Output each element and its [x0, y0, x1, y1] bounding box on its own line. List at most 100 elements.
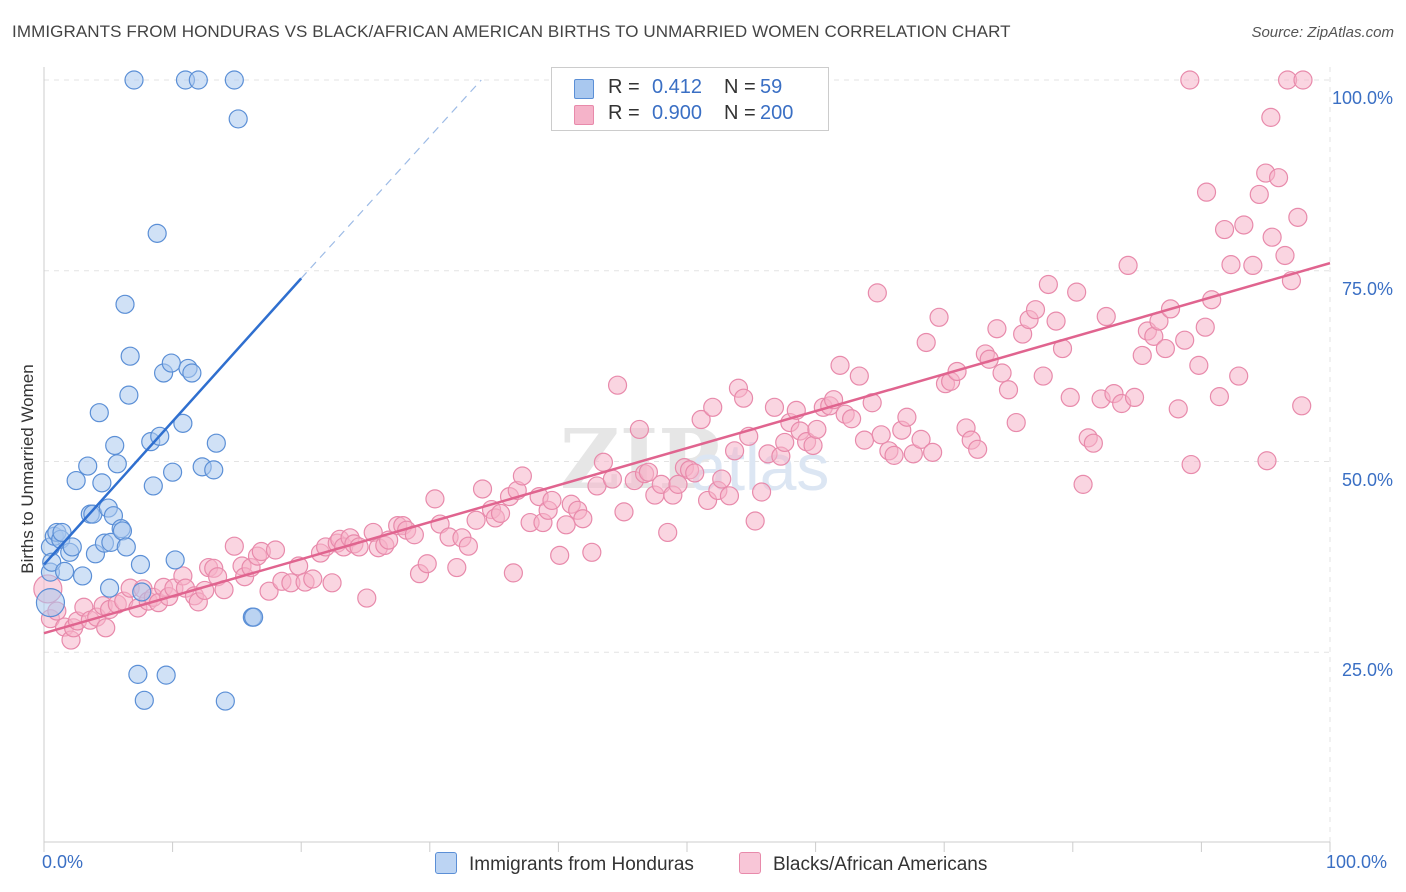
black-point [968, 439, 988, 459]
honduras-point [156, 665, 176, 685]
black-point [830, 355, 850, 375]
black-point [1067, 282, 1087, 302]
black-point [1073, 474, 1093, 494]
black-point [1243, 255, 1263, 276]
black-point [1181, 454, 1201, 475]
honduras-point [163, 462, 183, 482]
honduras-point [206, 433, 226, 453]
black-point [582, 542, 602, 562]
honduras-point [228, 109, 248, 129]
honduras-point [188, 70, 208, 90]
black-point [629, 419, 650, 440]
black-point [638, 462, 659, 482]
black-point [556, 515, 576, 535]
axes [43, 67, 1331, 852]
black-point [1293, 70, 1313, 90]
honduras-point [182, 363, 202, 383]
black-point [1096, 306, 1116, 327]
black-point [1006, 412, 1026, 433]
black-point [593, 452, 614, 472]
black-point [1221, 255, 1241, 275]
black-point [1196, 182, 1217, 202]
honduras-point [105, 435, 125, 456]
legend-r-value: 0.412 [652, 76, 703, 98]
honduras-point [35, 588, 66, 618]
x-tick-label-min: 0.0% [42, 852, 84, 872]
black-point [668, 474, 688, 494]
black-point [1060, 387, 1080, 408]
black-point [884, 445, 904, 465]
black-point [867, 283, 887, 303]
black-point [542, 490, 562, 511]
honduras-point [128, 664, 148, 684]
honduras-point [147, 223, 167, 243]
black-point [987, 319, 1007, 339]
black-point [458, 536, 478, 556]
honduras-point [78, 456, 98, 476]
black-point [303, 569, 323, 589]
y-tick-label-25: 25.0% [1341, 660, 1393, 681]
black-point [911, 429, 931, 449]
black-point [1249, 184, 1269, 205]
black-point [685, 463, 705, 483]
black-point [1180, 70, 1200, 90]
honduras-point [54, 561, 75, 581]
x-tick-label-max: 100.0% [1326, 852, 1388, 872]
black-point [1038, 274, 1058, 295]
black-point [1209, 387, 1230, 407]
black-point [842, 409, 862, 429]
black-point [992, 363, 1012, 383]
black-point [466, 510, 486, 530]
honduras-point [99, 578, 120, 598]
honduras-point [132, 582, 152, 602]
black-point [724, 441, 745, 461]
black-point [614, 502, 634, 522]
legend-swatch-blue [574, 79, 594, 99]
y-tick-label-75: 75.0% [1341, 278, 1393, 299]
black-point [1168, 399, 1188, 419]
black-point [550, 545, 570, 565]
honduras-point [124, 70, 144, 90]
black-point [1124, 387, 1145, 408]
black-point [691, 409, 711, 430]
legend-r-label: R = [608, 76, 640, 98]
honduras-point [116, 537, 136, 557]
black-point [1262, 227, 1282, 247]
legend-swatch-pink [574, 105, 594, 125]
honduras-point [52, 522, 72, 543]
honduras-point [66, 470, 86, 491]
source-credit: Source: ZipAtlas.com [1251, 24, 1394, 41]
bottom-legend-black: Blacks/African Americans [739, 852, 987, 876]
black-point [1292, 396, 1312, 416]
black-point [1175, 330, 1195, 350]
honduras-point [161, 353, 181, 373]
series-honduras-points [35, 70, 264, 711]
bottom-legend-swatch-pink [739, 852, 761, 874]
honduras-point [215, 691, 235, 711]
black-point [1132, 345, 1152, 366]
black-point [764, 397, 785, 417]
black-point [1118, 255, 1138, 276]
legend-n-label: N = [724, 76, 756, 98]
black-point [512, 466, 532, 486]
black-point [1083, 433, 1103, 453]
black-point [96, 618, 116, 638]
black-point [1261, 107, 1281, 127]
black-point [849, 366, 869, 386]
black-point [265, 540, 286, 560]
black-point [1195, 317, 1215, 337]
y-tick-label-50: 50.0% [1341, 469, 1393, 490]
black-point [425, 489, 445, 509]
black-point [490, 503, 511, 523]
black-point [1234, 215, 1254, 235]
honduras-trend-line [43, 277, 303, 566]
black-point [751, 482, 772, 502]
honduras-point [115, 294, 135, 314]
legend-r-label: R = [608, 102, 640, 124]
grid-lines [44, 67, 1331, 842]
honduras-point [204, 460, 224, 480]
honduras-point [134, 690, 154, 710]
black-point [897, 407, 917, 427]
black-point [1155, 338, 1175, 359]
legend-n-value: 59 [760, 76, 783, 98]
